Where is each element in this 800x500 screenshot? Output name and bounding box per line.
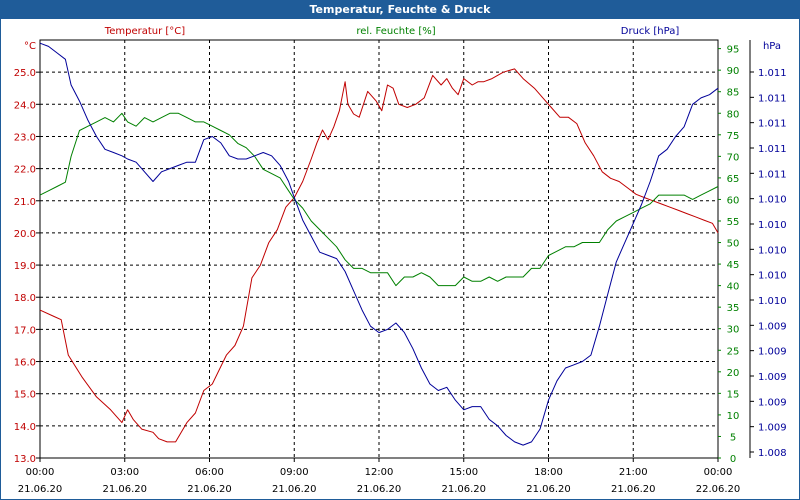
pressure-tick-label: 1.010: [758, 296, 787, 307]
pressure-tick-label: 1.011: [758, 169, 787, 180]
humidity-tick-label: 45: [727, 260, 740, 271]
humidity-tick-label: 85: [727, 88, 740, 99]
pressure-tick-label: 1.011: [758, 68, 787, 79]
humidity-axis-title: rel. Feuchte [%]: [356, 26, 435, 37]
humidity-tick-label: 55: [727, 217, 740, 228]
temperature-tick-label: 14.0: [14, 422, 36, 433]
pressure-tick-label: 1.009: [758, 372, 787, 383]
x-tick-date: 21.06.20: [441, 484, 486, 495]
x-tick-time: 15:00: [449, 467, 478, 478]
humidity-tick-label: 35: [727, 303, 740, 314]
humidity-tick-label: 80: [727, 109, 740, 120]
tick-labels: 00:00 21.06.20 03:00 21.06.20 06:00 21.06.20 0…: [14, 45, 787, 495]
humidity-tick-label: 15: [727, 389, 740, 400]
temperature-tick-label: 19.0: [14, 261, 36, 272]
humidity-line: [39, 112, 719, 287]
humidity-tick-label: 90: [727, 66, 740, 77]
pressure-tick-label: 1.009: [758, 397, 787, 408]
x-tick-time: 12:00: [365, 467, 394, 478]
humidity-tick-label: 60: [727, 195, 740, 206]
pressure-axis-title: Druck [hPa]: [621, 26, 680, 37]
humidity-tick-label: 0: [730, 454, 736, 465]
grid-lines: [40, 40, 718, 458]
x-tick-date: 21.06.20: [611, 484, 656, 495]
pressure-line: [39, 42, 719, 446]
temperature-tick-label: 24.0: [14, 100, 36, 111]
pressure-tick-label: 1.011: [758, 119, 787, 130]
x-tick-date: 21.06.20: [272, 484, 317, 495]
humidity-tick-label: 5: [730, 432, 736, 443]
temperature-tick-label: 21.0: [14, 197, 36, 208]
x-tick-date: 21.06.20: [187, 484, 232, 495]
x-tick-date: 21.06.20: [102, 484, 147, 495]
pressure-tick-label: 1.011: [758, 93, 787, 104]
humidity-tick-label: 40: [727, 282, 740, 293]
pressure-tick-label: 1.010: [758, 245, 787, 256]
pressure-tick-label: 1.008: [758, 448, 787, 459]
x-tick-date: 21.06.20: [526, 484, 571, 495]
x-tick-time: 09:00: [280, 467, 309, 478]
x-tick-time: 21:00: [619, 467, 648, 478]
temperature-tick-label: 17.0: [14, 325, 36, 336]
pressure-tick-label: 1.009: [758, 347, 787, 358]
x-tick-time: 18:00: [534, 467, 563, 478]
humidity-tick-label: 10: [727, 411, 740, 422]
temperature-tick-label: 23.0: [14, 132, 36, 143]
humidity-tick-label: 75: [727, 131, 740, 142]
x-tick-time: 03:00: [110, 467, 139, 478]
pressure-tick-label: 1.010: [758, 195, 787, 206]
axes: [36, 39, 754, 462]
humidity-tick-label: 25: [727, 346, 740, 357]
humidity-tick-label: 65: [727, 174, 740, 185]
humidity-tick-label: 70: [727, 152, 740, 163]
temperature-tick-label: 13.0: [14, 454, 36, 465]
temperature-axis-title: Temperatur [°C]: [104, 26, 185, 37]
x-tick-date: 21.06.20: [18, 484, 63, 495]
temperature-tick-label: 18.0: [14, 293, 36, 304]
humidity-tick-label: 20: [727, 368, 740, 379]
temperature-tick-label: 16.0: [14, 358, 36, 369]
pressure-tick-label: 1.010: [758, 220, 787, 231]
temperature-tick-label: 25.0: [14, 68, 36, 79]
x-tick-time: 06:00: [195, 467, 224, 478]
chart-title: Temperatur, Feuchte & Druck: [1, 1, 799, 19]
temperature-tick-label: 22.0: [14, 165, 36, 176]
humidity-tick-label: 95: [727, 45, 740, 56]
pressure-tick-label: 1.009: [758, 423, 787, 434]
x-tick-time: 00:00: [704, 467, 733, 478]
temperature-line: [39, 68, 719, 443]
temperature-tick-label: 15.0: [14, 390, 36, 401]
x-tick-date: 22.06.20: [696, 484, 741, 495]
temperature-tick-label: 20.0: [14, 229, 36, 240]
x-tick-date: 21.06.20: [357, 484, 402, 495]
series-lines: [39, 42, 719, 446]
pressure-tick-label: 1.011: [758, 144, 787, 155]
humidity-tick-label: 30: [727, 325, 740, 336]
pressure-tick-label: 1.009: [758, 321, 787, 332]
humidity-tick-label: 50: [727, 239, 740, 250]
pressure-unit-label: hPa: [763, 41, 781, 52]
x-tick-time: 00:00: [26, 467, 55, 478]
temperature-unit-label: °C: [24, 41, 36, 52]
pressure-tick-label: 1.010: [758, 271, 787, 282]
